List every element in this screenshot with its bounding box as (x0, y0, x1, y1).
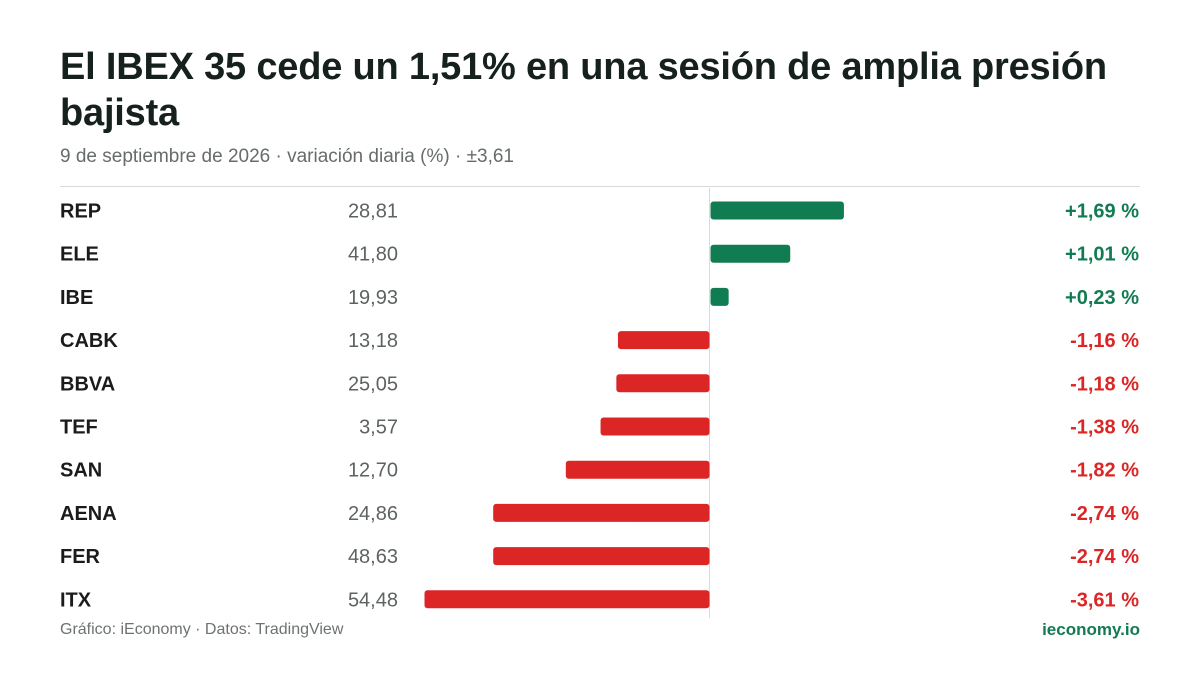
bar-san (565, 460, 710, 479)
ticker-label: BBVA (60, 373, 115, 395)
bar-ibe (710, 287, 729, 306)
bar-fer (493, 547, 710, 566)
ticker-label: REP (60, 201, 101, 223)
value-label: -2,74 % (1070, 503, 1139, 525)
value-label: -1,38 % (1070, 417, 1139, 439)
value-label: -3,61 % (1070, 589, 1139, 611)
value-label: -1,16 % (1070, 330, 1139, 352)
chart-subtitle: 9 de septiembre de 2026 · variación diar… (60, 146, 514, 167)
value-label: -2,74 % (1070, 546, 1139, 568)
ticker-label: AENA (60, 503, 117, 525)
ticker-label: SAN (60, 460, 102, 482)
price-label: 3,57 (359, 417, 398, 439)
bar-cabk (617, 331, 710, 350)
price-label: 41,80 (348, 244, 398, 266)
price-label: 28,81 (348, 201, 398, 223)
bar-aena (493, 503, 710, 522)
ticker-label: IBE (60, 287, 93, 309)
value-label: -1,18 % (1070, 373, 1139, 395)
value-label: +1,69 % (1065, 201, 1139, 223)
brand-link[interactable]: ieconomy.io (1042, 620, 1140, 639)
ticker-label: ITX (60, 589, 92, 611)
ticker-label: FER (60, 546, 101, 568)
source-credit: Gráfico: iEconomy · Datos: TradingView (60, 621, 344, 638)
price-label: 19,93 (348, 287, 398, 309)
chart-title: El IBEX 35 cede un 1,51% en una sesión d… (60, 46, 1107, 134)
price-label: 25,05 (348, 373, 398, 395)
price-label: 24,86 (348, 503, 398, 525)
header-divider (60, 186, 1140, 187)
price-label: 48,63 (348, 546, 398, 568)
bar-rep (710, 201, 844, 220)
bar-itx (424, 590, 710, 609)
price-label: 12,70 (348, 460, 398, 482)
value-label: +0,23 % (1065, 287, 1139, 309)
bar-ele (710, 244, 791, 263)
price-label: 13,18 (348, 330, 398, 352)
ticker-label: ELE (60, 244, 99, 266)
price-label: 54,48 (348, 589, 398, 611)
value-label: -1,82 % (1070, 460, 1139, 482)
ticker-label: CABK (60, 330, 118, 352)
bar-bbva (616, 374, 710, 393)
value-label: +1,01 % (1065, 244, 1139, 266)
bar-tef (600, 417, 710, 436)
ticker-label: TEF (60, 417, 98, 439)
